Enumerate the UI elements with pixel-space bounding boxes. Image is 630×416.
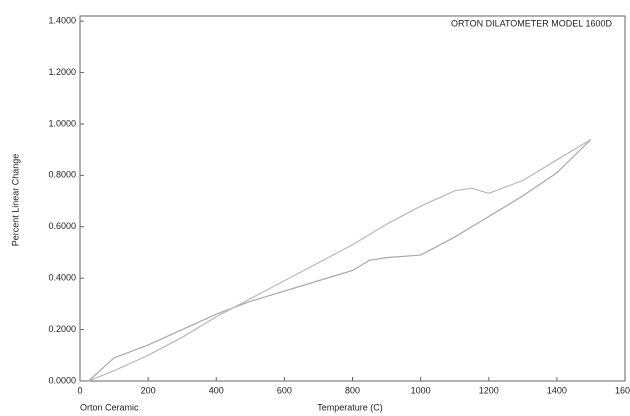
y-tick-label: 1.2000 xyxy=(48,67,76,77)
y-tick-label: 0.6000 xyxy=(48,221,76,231)
y-tick-label: 0.0000 xyxy=(48,375,76,385)
x-axis-label: Temperature (C) xyxy=(317,402,383,412)
x-tick-label: 1600 xyxy=(615,385,630,395)
y-tick-label: 1.4000 xyxy=(48,16,76,26)
plot-frame xyxy=(79,15,626,382)
x-tick-label: 600 xyxy=(277,385,292,395)
y-tick-label: 1.0000 xyxy=(48,118,76,128)
y-tick-label: 0.8000 xyxy=(48,170,76,180)
x-tick-label: 800 xyxy=(345,385,360,395)
x-tick-label: 1400 xyxy=(547,385,567,395)
chart-title: ORTON DILATOMETER MODEL 1600D xyxy=(451,18,613,28)
y-axis-label: Percent Linear Change xyxy=(10,154,20,247)
series-line xyxy=(88,138,592,382)
y-tick-label: 0.4000 xyxy=(48,273,76,283)
x-tick-label: 400 xyxy=(209,385,224,395)
x-tick-label: 0 xyxy=(77,385,82,395)
series-line xyxy=(88,138,592,382)
footer-label: Orton Ceramic xyxy=(80,402,139,412)
y-tick-label: 0.2000 xyxy=(48,324,76,334)
x-tick-label: 1000 xyxy=(411,385,431,395)
x-tick-label: 200 xyxy=(141,385,156,395)
x-tick-label: 1200 xyxy=(479,385,499,395)
